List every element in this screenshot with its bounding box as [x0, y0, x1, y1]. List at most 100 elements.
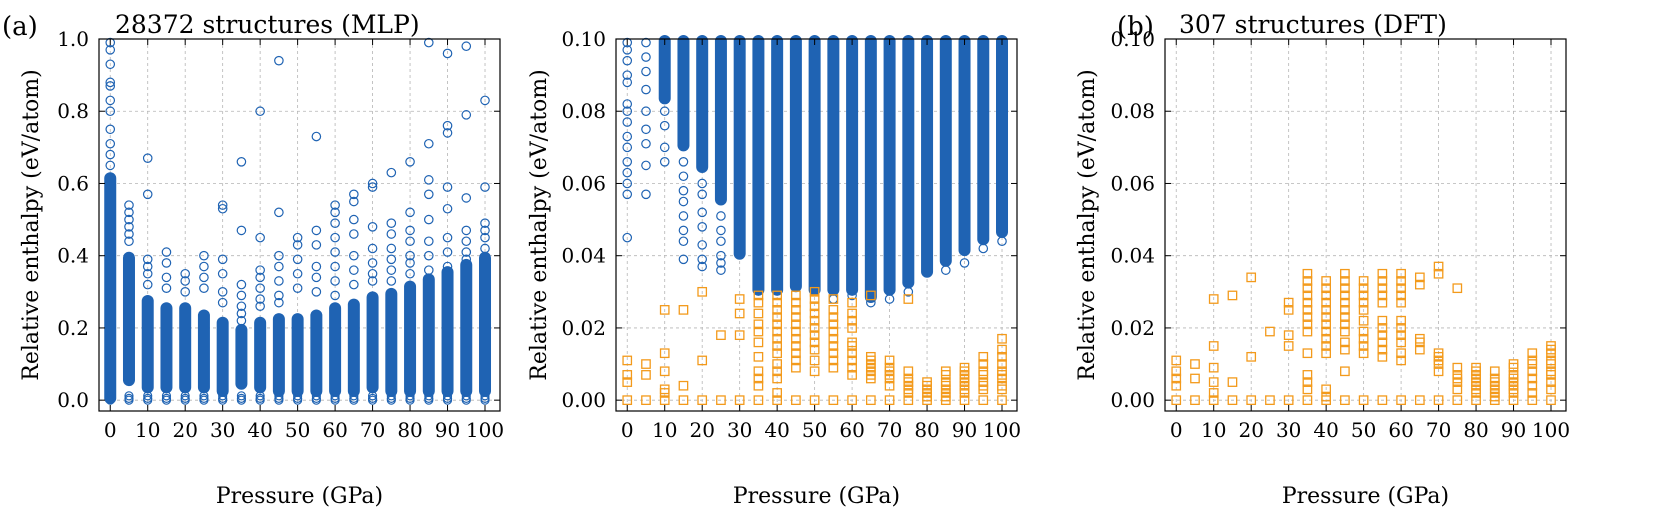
dense-band	[441, 266, 454, 397]
data-point	[678, 254, 689, 265]
data-point	[791, 362, 801, 373]
data-point	[1452, 395, 1463, 406]
data-point	[716, 236, 726, 247]
data-point	[1377, 315, 1388, 326]
panel-label-a: (a)	[2, 12, 38, 42]
data-point	[716, 225, 726, 236]
data-point	[884, 395, 895, 406]
data-point	[622, 117, 633, 127]
data-point	[423, 138, 434, 149]
data-point	[255, 301, 265, 312]
data-point	[847, 395, 857, 406]
data-point	[641, 106, 651, 117]
data-point	[367, 391, 378, 401]
data-point	[884, 380, 895, 391]
data-point	[349, 229, 359, 239]
data-point	[461, 247, 472, 257]
data-point	[809, 301, 820, 312]
data-point	[1546, 366, 1556, 377]
data-point	[105, 59, 116, 70]
data-point	[809, 308, 820, 319]
data-point	[772, 395, 782, 406]
data-point	[1527, 366, 1538, 377]
data-point	[1377, 337, 1388, 348]
data-point	[161, 393, 172, 403]
data-point	[480, 225, 490, 236]
x-tick-label: 90	[435, 418, 460, 442]
data-point	[293, 393, 303, 403]
data-point	[1377, 276, 1388, 286]
y-tick-label: 0.0	[57, 388, 89, 412]
data-point	[828, 362, 839, 373]
data-point	[959, 258, 970, 268]
y-tick-label: 0.06	[1110, 171, 1155, 195]
data-point	[865, 290, 876, 301]
x-tick-label: 30	[210, 418, 235, 442]
data-point	[161, 272, 172, 283]
data-point	[1377, 395, 1388, 406]
data-point	[442, 247, 453, 257]
data-point	[753, 395, 764, 406]
data-point	[940, 377, 951, 387]
data-point	[622, 99, 633, 109]
data-point	[622, 131, 633, 142]
data-point	[1489, 366, 1500, 377]
data-point	[311, 391, 321, 401]
data-point	[1321, 312, 1331, 322]
data-point	[809, 344, 820, 355]
data-point	[1302, 268, 1313, 279]
series-dft	[622, 286, 1007, 406]
data-point	[1321, 297, 1331, 308]
data-point	[386, 254, 397, 265]
x-axis-label: Pressure (GPa)	[216, 484, 383, 509]
data-point	[678, 305, 689, 315]
data-point	[1546, 384, 1556, 395]
data-point	[1396, 276, 1406, 286]
data-point	[349, 393, 359, 403]
x-tick-label: 20	[1238, 418, 1263, 442]
data-point	[659, 348, 670, 359]
panel-label-b: (b)	[1117, 12, 1154, 42]
data-point	[847, 355, 857, 366]
data-point	[405, 236, 415, 247]
dense-band	[216, 316, 229, 397]
data-point	[442, 120, 453, 131]
data-point	[734, 395, 745, 406]
data-point	[1358, 276, 1369, 286]
data-point	[940, 366, 951, 377]
y-tick-label: 0.10	[561, 27, 606, 51]
data-point	[997, 333, 1007, 344]
data-point	[1414, 279, 1425, 290]
x-tick-label: 90	[1501, 418, 1526, 442]
data-point	[480, 391, 490, 401]
data-point	[1396, 337, 1406, 348]
data-point	[791, 290, 801, 301]
data-point	[734, 330, 745, 341]
x-axis-label: Pressure (GPa)	[1282, 484, 1449, 509]
data-point	[349, 214, 359, 225]
data-point	[1321, 333, 1331, 344]
data-point	[1471, 362, 1481, 373]
data-point	[217, 297, 228, 308]
data-point	[791, 395, 801, 406]
data-point	[641, 66, 651, 77]
data-point	[1508, 359, 1519, 369]
data-point	[997, 351, 1007, 362]
data-point	[386, 243, 397, 254]
data-point	[1171, 355, 1182, 366]
data-point	[622, 395, 633, 406]
data-point	[142, 153, 153, 163]
plot-frame	[615, 38, 1018, 412]
data-point	[809, 315, 820, 326]
x-tick-label: 100	[983, 418, 1021, 442]
data-point	[1396, 297, 1406, 308]
data-point	[791, 319, 801, 330]
data-point	[1527, 348, 1538, 359]
data-point	[659, 120, 670, 131]
data-point	[1414, 333, 1425, 344]
data-point	[1433, 268, 1444, 279]
data-point	[199, 261, 209, 272]
data-point	[367, 268, 378, 279]
dense-band	[658, 35, 671, 105]
data-point	[716, 395, 726, 406]
